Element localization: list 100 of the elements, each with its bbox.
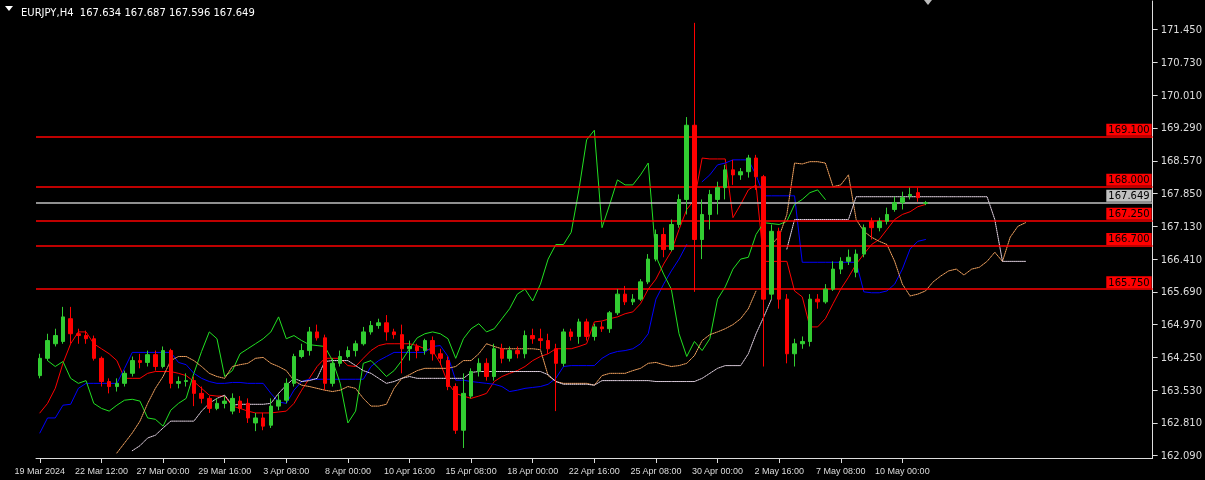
candlestick bbox=[68, 306, 73, 345]
candlestick bbox=[769, 223, 774, 300]
candlestick bbox=[615, 288, 620, 316]
candlestick bbox=[885, 207, 889, 225]
candlestick bbox=[84, 330, 88, 345]
candlestick bbox=[677, 193, 681, 229]
candlestick bbox=[222, 395, 227, 409]
x-tick-label: 22 Mar 12:00 bbox=[74, 465, 128, 476]
candlestick bbox=[862, 223, 866, 258]
y-tick-label: 165.690 bbox=[1160, 286, 1203, 298]
candlestick bbox=[738, 167, 743, 181]
x-tick-label: 10 Apr 16:00 bbox=[383, 465, 436, 476]
x-tick-label: 18 Apr 00:00 bbox=[507, 465, 559, 476]
y-tick-label: 164.970 bbox=[1160, 319, 1203, 331]
x-tick-label: 22 Apr 16:00 bbox=[568, 465, 620, 476]
candlestick bbox=[276, 393, 281, 411]
ref-line-label: 166.700 bbox=[1108, 233, 1150, 245]
candlestick bbox=[684, 116, 689, 215]
candlestick bbox=[61, 306, 65, 345]
candlestick bbox=[723, 164, 727, 200]
y-tick-label: 164.250 bbox=[1160, 351, 1203, 363]
candlestick bbox=[53, 328, 58, 347]
candlestick bbox=[407, 340, 412, 362]
candlestick bbox=[638, 278, 643, 302]
candlestick bbox=[369, 320, 373, 336]
candlestick bbox=[253, 412, 258, 432]
candlestick bbox=[169, 348, 173, 389]
line-series bbox=[47, 129, 826, 427]
candlestick bbox=[823, 283, 828, 305]
candlestick bbox=[530, 328, 535, 345]
x-tick-label: 2 May 16:00 bbox=[754, 465, 804, 476]
candlestick bbox=[900, 191, 905, 210]
candlestick bbox=[161, 345, 165, 369]
candlestick bbox=[500, 343, 504, 364]
x-tick-label: 29 Mar 16:00 bbox=[198, 465, 252, 476]
candlestick bbox=[854, 249, 858, 278]
candlestick bbox=[346, 345, 350, 359]
candlestick bbox=[631, 293, 635, 306]
ref-line-label: 165.750 bbox=[1108, 276, 1150, 288]
candlestick bbox=[892, 196, 897, 213]
candlestick bbox=[654, 229, 658, 262]
candlestick bbox=[646, 253, 650, 285]
candlestick bbox=[430, 335, 435, 362]
candlestick bbox=[423, 338, 427, 356]
candlestick bbox=[184, 372, 188, 388]
candlestick bbox=[746, 154, 751, 179]
candlestick bbox=[153, 350, 158, 372]
candlestick bbox=[199, 386, 204, 404]
candlestick bbox=[446, 356, 450, 391]
candlestick bbox=[507, 345, 512, 362]
candlestick bbox=[600, 321, 604, 333]
candlestick bbox=[584, 318, 589, 342]
y-tick-label: 162.810 bbox=[1160, 417, 1203, 429]
candlestick bbox=[700, 198, 704, 260]
x-tick-label: 27 Mar 00:00 bbox=[136, 465, 190, 476]
candlestick bbox=[230, 392, 235, 415]
candlestick bbox=[330, 357, 335, 388]
candlestick bbox=[176, 376, 181, 389]
candlestick bbox=[269, 397, 273, 429]
candlestick bbox=[315, 324, 319, 342]
candlestick bbox=[923, 200, 928, 206]
x-tick-label: 7 May 08:00 bbox=[815, 465, 866, 476]
candlestick bbox=[45, 333, 50, 362]
candlestick bbox=[461, 372, 466, 449]
candlestick bbox=[92, 335, 96, 362]
candlestick bbox=[561, 328, 566, 368]
ref-line-label: 169.100 bbox=[1108, 124, 1150, 136]
x-tick-label: 3 Apr 08:00 bbox=[263, 465, 310, 476]
y-tick-label: 167.130 bbox=[1160, 220, 1203, 232]
candlestick bbox=[808, 293, 812, 347]
candlestick bbox=[338, 350, 342, 368]
candlestick bbox=[376, 318, 381, 330]
candlestick bbox=[384, 314, 389, 342]
candlestick bbox=[477, 357, 481, 378]
candlestick bbox=[292, 353, 296, 388]
candlestick bbox=[908, 187, 912, 200]
candlestick bbox=[538, 328, 543, 350]
candlestick bbox=[715, 181, 720, 215]
y-tick-label: 163.530 bbox=[1160, 384, 1203, 396]
y-tick-label: 170.010 bbox=[1160, 89, 1203, 101]
candlestick bbox=[307, 326, 312, 357]
candlestick bbox=[299, 343, 304, 359]
candlestick bbox=[38, 353, 42, 379]
x-tick-label: 15 Apr 08:00 bbox=[445, 465, 497, 476]
candlestick bbox=[569, 328, 573, 342]
x-tick-label: 10 May 00:00 bbox=[875, 465, 930, 476]
candlestick bbox=[107, 377, 111, 394]
candlestick bbox=[484, 357, 489, 382]
candlestick bbox=[815, 293, 820, 310]
x-tick-label: 25 Apr 08:00 bbox=[630, 465, 682, 476]
y-tick-label: 171.450 bbox=[1160, 24, 1203, 36]
candlestick bbox=[469, 367, 473, 399]
x-tick-label: 19 Mar 2024 bbox=[14, 465, 66, 476]
y-tick-label: 169.290 bbox=[1160, 122, 1203, 134]
x-tick-label: 8 Apr 00:00 bbox=[324, 465, 371, 476]
candlestick bbox=[115, 377, 119, 393]
candlestick bbox=[785, 293, 789, 364]
candlestick bbox=[215, 397, 219, 411]
candlestick bbox=[400, 324, 404, 374]
candlestick bbox=[708, 189, 712, 230]
